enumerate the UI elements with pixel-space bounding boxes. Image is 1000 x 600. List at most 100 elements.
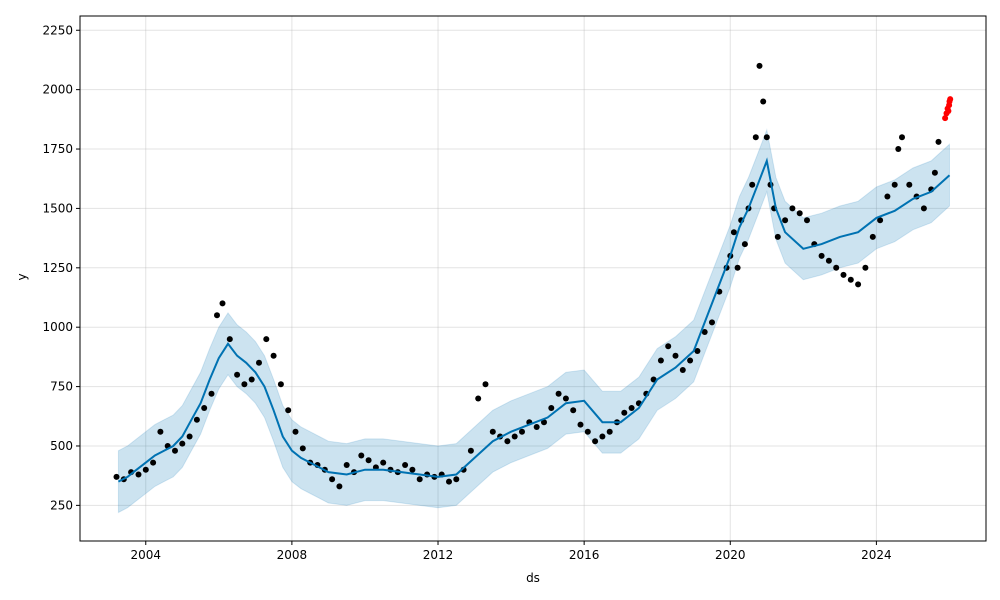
observed-point bbox=[285, 407, 292, 414]
observed-point bbox=[752, 134, 759, 141]
observed-point bbox=[672, 352, 679, 359]
observed-point bbox=[329, 476, 336, 483]
observed-point bbox=[804, 217, 810, 224]
observed-point bbox=[214, 312, 220, 319]
observed-point bbox=[292, 428, 299, 435]
observed-point bbox=[475, 395, 482, 402]
observed-point bbox=[774, 233, 781, 240]
x-axis-label: ds bbox=[526, 571, 540, 585]
observed-point bbox=[541, 419, 547, 426]
observed-point bbox=[489, 428, 496, 435]
observed-point bbox=[562, 395, 569, 402]
observed-point bbox=[734, 264, 741, 271]
observed-point bbox=[270, 352, 277, 359]
observed-point bbox=[709, 319, 715, 326]
observed-point bbox=[453, 476, 460, 483]
forecast-line bbox=[117, 157, 951, 483]
observed-point bbox=[263, 336, 270, 343]
grid bbox=[80, 16, 986, 541]
observed-point bbox=[730, 229, 737, 236]
observed-point bbox=[599, 433, 606, 440]
observed-point bbox=[343, 462, 350, 468]
y-tick-label: 2000 bbox=[42, 83, 73, 97]
observed-point bbox=[201, 405, 208, 411]
observed-points bbox=[113, 62, 942, 490]
observed-point bbox=[402, 462, 409, 468]
y-tick-label: 500 bbox=[50, 439, 73, 453]
x-tick-label: 2012 bbox=[423, 548, 454, 562]
observed-point bbox=[891, 181, 898, 188]
observed-point bbox=[789, 205, 796, 212]
x-tick-label: 2024 bbox=[861, 548, 892, 562]
observed-point bbox=[577, 421, 584, 428]
observed-point bbox=[157, 428, 164, 435]
observed-point bbox=[277, 381, 284, 388]
observed-point bbox=[621, 409, 628, 416]
y-tick-label: 1000 bbox=[42, 320, 73, 334]
x-axis: 2004 2008 2012 2016 2020 2024 bbox=[130, 541, 892, 562]
observed-point bbox=[694, 348, 701, 354]
observed-point bbox=[906, 181, 913, 188]
observed-point bbox=[446, 478, 452, 485]
observed-point bbox=[193, 416, 200, 423]
plot-frame bbox=[79, 15, 987, 542]
observed-point bbox=[756, 62, 763, 69]
observed-point bbox=[380, 459, 387, 466]
observed-point bbox=[533, 424, 540, 430]
x-tick-label: 2016 bbox=[569, 548, 600, 562]
observed-point bbox=[855, 281, 862, 288]
y-tick-label: 250 bbox=[50, 498, 73, 512]
y-tick-label: 750 bbox=[50, 380, 73, 394]
observed-point bbox=[504, 438, 511, 445]
observed-point bbox=[150, 459, 157, 466]
observed-point bbox=[519, 428, 525, 435]
observed-point bbox=[179, 440, 186, 447]
observed-point bbox=[847, 276, 854, 283]
y-tick-label: 1500 bbox=[42, 201, 73, 215]
observed-point bbox=[782, 217, 789, 224]
observed-point bbox=[208, 390, 215, 397]
observed-point bbox=[467, 447, 474, 454]
observed-point bbox=[248, 376, 255, 383]
observed-point bbox=[336, 483, 343, 490]
observed-point bbox=[113, 473, 120, 480]
observed-point bbox=[920, 205, 927, 212]
observed-point bbox=[825, 257, 832, 264]
observed-point bbox=[299, 445, 306, 452]
observed-point bbox=[701, 329, 708, 335]
observed-point bbox=[358, 452, 365, 459]
observed-point bbox=[833, 264, 840, 271]
y-tick-label: 2250 bbox=[42, 23, 73, 37]
observed-point bbox=[840, 271, 847, 278]
y-tick-label: 1250 bbox=[42, 261, 73, 275]
observed-point bbox=[511, 433, 518, 440]
observed-point bbox=[555, 390, 562, 397]
observed-point bbox=[241, 381, 248, 388]
observed-point bbox=[935, 138, 942, 145]
observed-point bbox=[592, 438, 599, 445]
observed-point bbox=[135, 471, 142, 478]
observed-point bbox=[796, 210, 803, 217]
observed-point bbox=[548, 405, 555, 411]
observed-point bbox=[679, 367, 686, 373]
observed-point bbox=[899, 134, 905, 141]
observed-point bbox=[409, 466, 416, 473]
recent-points bbox=[942, 96, 954, 122]
observed-point bbox=[628, 405, 635, 411]
observed-point bbox=[763, 134, 770, 141]
y-axis: 250 500 750 1000 1250 1500 1750 2000 2250 bbox=[42, 23, 80, 512]
observed-point bbox=[818, 252, 825, 259]
recent-point bbox=[947, 96, 954, 103]
observed-point bbox=[760, 98, 767, 105]
y-tick-label: 1750 bbox=[42, 142, 73, 156]
observed-point bbox=[365, 457, 372, 464]
x-tick-label: 2004 bbox=[130, 548, 161, 562]
uncertainty-band bbox=[117, 128, 950, 514]
observed-point bbox=[862, 264, 869, 271]
observed-point bbox=[869, 233, 876, 240]
observed-point bbox=[219, 300, 226, 307]
y-axis-label: y bbox=[15, 273, 29, 280]
observed-point bbox=[570, 407, 577, 414]
observed-point bbox=[665, 343, 672, 350]
